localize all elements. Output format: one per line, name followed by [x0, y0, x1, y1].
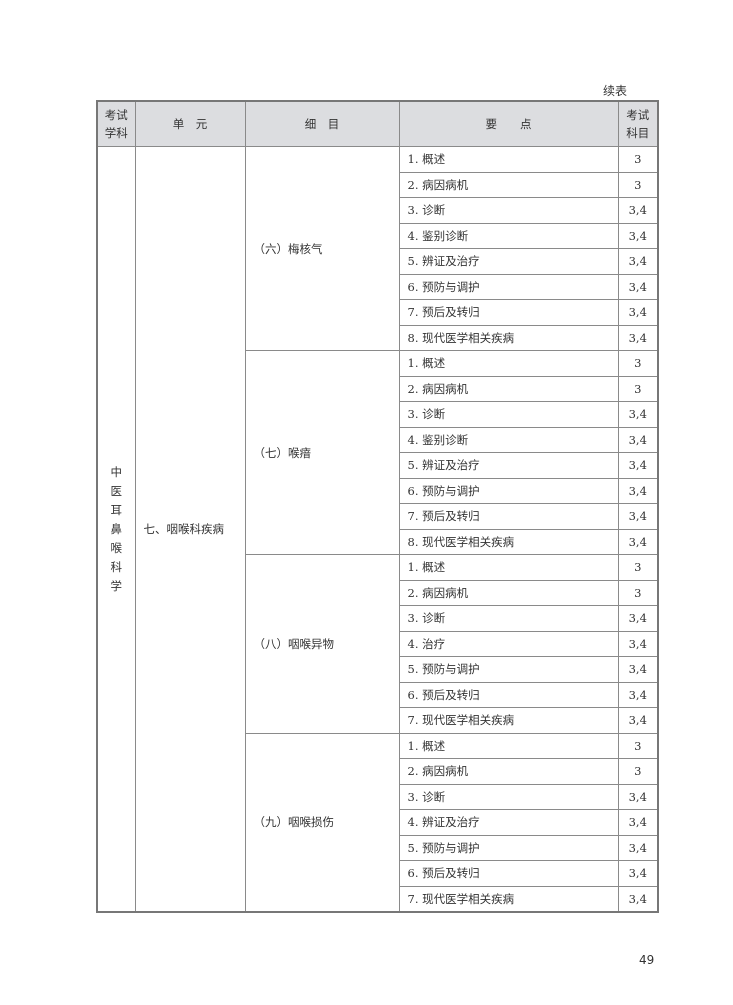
point-cell: 2. 病因病机 [398, 171, 619, 198]
point-cell: 2. 病因病机 [398, 375, 619, 402]
exam-code-cell: 3,4 [617, 248, 659, 275]
table-row: 4. 辨证及治疗 3,4 [97, 809, 659, 836]
point-cell: 4. 治疗 [398, 630, 619, 657]
table-row: 4. 鉴别诊断 3,4 [97, 222, 659, 249]
point-cell: 7. 现代医学相关疾病 [398, 885, 619, 913]
exam-code-cell: 3 [617, 758, 659, 785]
point-cell: 4. 鉴别诊断 [398, 222, 619, 249]
exam-code-cell: 3 [617, 171, 659, 198]
point-cell: 3. 诊断 [398, 605, 619, 632]
exam-code-cell: 3,4 [617, 528, 659, 555]
unit-cell: 七、咽喉科疾病 [134, 146, 246, 913]
exam-code-cell: 3,4 [617, 222, 659, 249]
exam-code-cell: 3,4 [617, 630, 659, 657]
point-cell: 1. 概述 [398, 146, 619, 173]
point-cell: 2. 病因病机 [398, 579, 619, 606]
detail-cell: （八）咽喉异物 [244, 554, 400, 734]
table-row: （八）咽喉异物 1. 概述 3 [97, 554, 659, 734]
exam-code-cell: 3,4 [617, 834, 659, 861]
exam-code-cell: 3,4 [617, 477, 659, 504]
point-cell: 2. 病因病机 [398, 758, 619, 785]
point-cell: 6. 预防与调护 [398, 477, 619, 504]
point-cell: 8. 现代医学相关疾病 [398, 324, 619, 351]
point-cell: 3. 诊断 [398, 783, 619, 810]
point-cell: 4. 鉴别诊断 [398, 426, 619, 453]
header-points: 要 点 [398, 100, 619, 147]
exam-code-cell: 3 [617, 375, 659, 402]
exam-code-cell: 3,4 [617, 605, 659, 632]
exam-code-cell: 3,4 [617, 707, 659, 734]
point-cell: 5. 辨证及治疗 [398, 452, 619, 479]
exam-code-cell: 3,4 [617, 452, 659, 479]
exam-code-cell: 3 [617, 554, 659, 581]
table-row: 2. 病因病机 3 [97, 758, 659, 785]
page-number: 49 [639, 953, 655, 967]
detail-cell: （七）喉瘖 [244, 350, 400, 555]
exam-code-cell: 3,4 [617, 324, 659, 351]
exam-code-cell: 3,4 [617, 426, 659, 453]
table-row: 2. 病因病机 3 [97, 375, 659, 402]
header-row: 考试学科 单 元 细 目 要 点 考试科目 [96, 100, 659, 147]
exam-code-cell: 3,4 [617, 809, 659, 836]
point-cell: 4. 辨证及治疗 [398, 809, 619, 836]
exam-code-cell: 3,4 [617, 299, 659, 326]
header-detail: 细 目 [244, 100, 400, 147]
point-cell: 8. 现代医学相关疾病 [398, 528, 619, 555]
exam-code-cell: 3,4 [617, 681, 659, 708]
header-exam: 考试科目 [617, 100, 659, 147]
exam-code-cell: 3 [617, 579, 659, 606]
table-row: 7. 现代医学相关疾病 3,4 [97, 707, 659, 734]
exam-code-cell: 3,4 [617, 197, 659, 224]
syllabus-table: 考试学科 单 元 细 目 要 点 考试科目 中医耳鼻喉科学 七、咽喉科疾病 （六）梅… [96, 100, 659, 913]
point-cell: 5. 预防与调护 [398, 834, 619, 861]
exam-code-cell: 3,4 [617, 885, 659, 913]
exam-code-cell: 3,4 [617, 273, 659, 300]
subject-cell: 中医耳鼻喉科学 [96, 146, 136, 913]
table-row: 7. 预后及转归 3,4 [97, 503, 659, 530]
table-row: 8. 现代医学相关疾病 3,4 [97, 324, 659, 351]
exam-code-cell: 3,4 [617, 783, 659, 810]
point-cell: 5. 辨证及治疗 [398, 248, 619, 275]
point-cell: 6. 预防与调护 [398, 273, 619, 300]
point-cell: 3. 诊断 [398, 401, 619, 428]
table-row: 5. 预防与调护 3,4 [97, 834, 659, 861]
table-row: 中医耳鼻喉科学 七、咽喉科疾病 （六）梅核气 1. 概述 3 [96, 146, 659, 913]
table-row: 5. 辨证及治疗 3,4 [97, 248, 659, 275]
exam-code-cell: 3 [617, 350, 659, 377]
detail-cell: （九）咽喉损伤 [244, 732, 400, 913]
point-cell: 7. 现代医学相关疾病 [398, 707, 619, 734]
exam-code-cell: 3,4 [617, 401, 659, 428]
table-row: 4. 鉴别诊断 3,4 [97, 426, 659, 453]
point-cell: 6. 预后及转归 [398, 681, 619, 708]
table-row: 6. 预后及转归 3,4 [97, 681, 659, 708]
point-cell: 1. 概述 [398, 732, 619, 759]
table-row: （七）喉瘖 1. 概述 3 [97, 350, 659, 555]
exam-code-cell: 3 [617, 146, 659, 173]
continued-label: 续表 [603, 84, 628, 98]
exam-code-cell: 3 [617, 732, 659, 759]
table-row: （九）咽喉损伤 1. 概述 3 [97, 732, 659, 913]
exam-code-cell: 3,4 [617, 656, 659, 683]
point-cell: 7. 预后及转归 [398, 503, 619, 530]
table-row: 2. 病因病机 3 [97, 171, 659, 198]
point-cell: 6. 预后及转归 [398, 860, 619, 887]
header-subject: 考试学科 [96, 100, 136, 147]
table-row: 7. 现代医学相关疾病 3,4 [97, 885, 659, 913]
exam-code-cell: 3,4 [617, 503, 659, 530]
detail-cell: （六）梅核气 [244, 146, 400, 351]
exam-code-cell: 3,4 [617, 860, 659, 887]
point-cell: 1. 概述 [398, 554, 619, 581]
point-cell: 5. 预防与调护 [398, 656, 619, 683]
point-cell: 1. 概述 [398, 350, 619, 377]
table-row: 3. 诊断 3,4 [97, 605, 659, 632]
header-unit: 单 元 [134, 100, 246, 147]
table-row: 6. 预防与调护 3,4 [97, 477, 659, 504]
point-cell: 7. 预后及转归 [398, 299, 619, 326]
point-cell: 3. 诊断 [398, 197, 619, 224]
